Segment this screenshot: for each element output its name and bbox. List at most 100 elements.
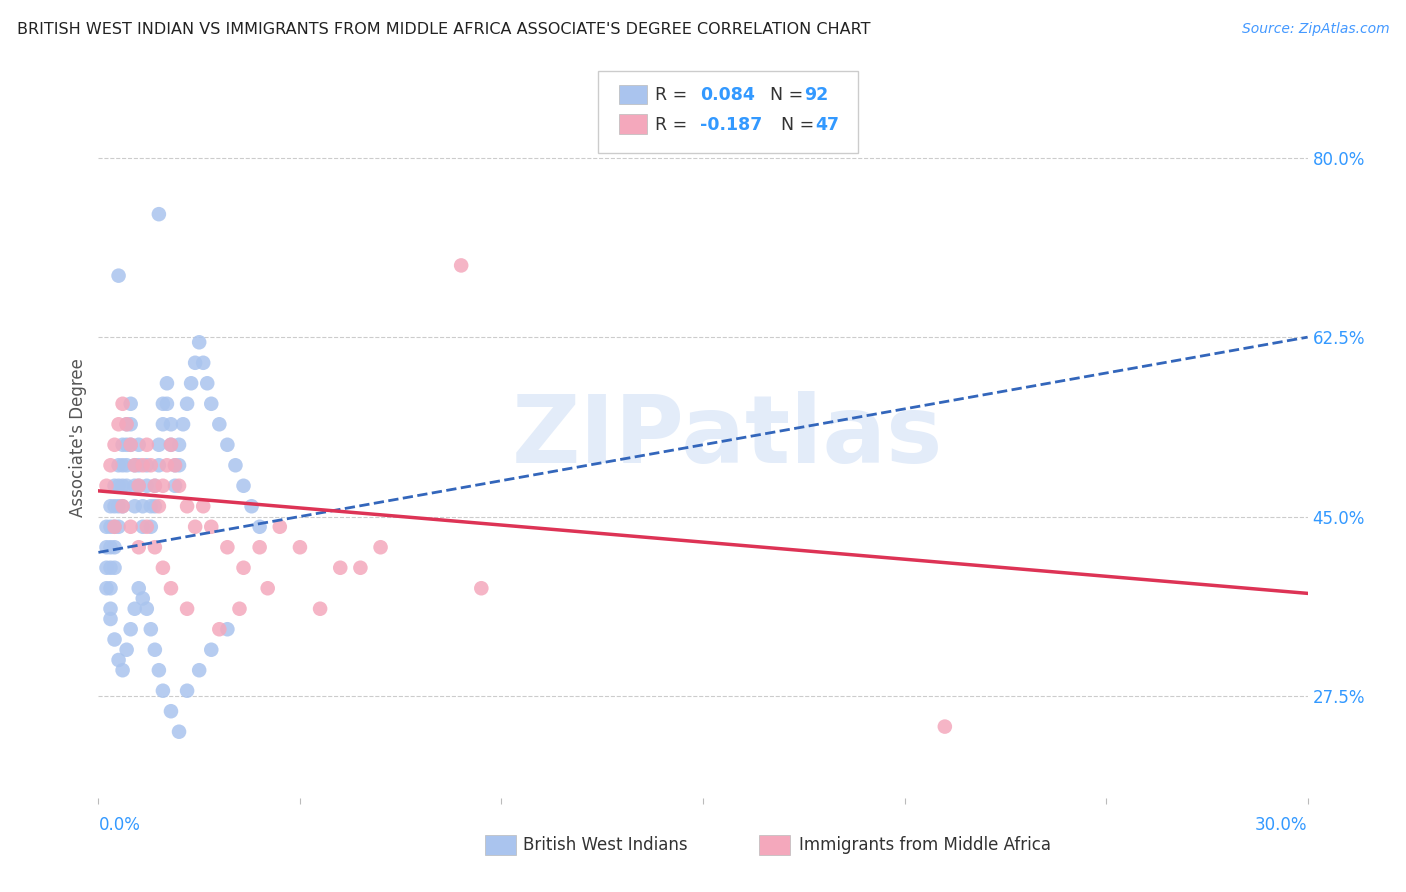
Point: [329, 560, 352, 574]
Point: [167, 724, 190, 739]
Point: [107, 268, 129, 283]
Point: [152, 397, 174, 411]
Point: [115, 417, 138, 432]
Text: Source: ZipAtlas.com: Source: ZipAtlas.com: [1241, 22, 1389, 37]
Text: N =: N =: [770, 116, 820, 134]
Point: [135, 438, 157, 452]
Point: [172, 417, 194, 432]
Text: -0.187: -0.187: [700, 116, 762, 134]
Point: [148, 500, 170, 514]
Point: [167, 438, 190, 452]
Point: [103, 520, 125, 534]
Point: [160, 704, 183, 718]
Point: [100, 541, 122, 555]
Point: [100, 612, 122, 626]
Point: [111, 479, 134, 493]
Point: [208, 622, 231, 636]
Point: [217, 438, 239, 452]
Point: [124, 458, 146, 473]
Point: [107, 500, 129, 514]
Point: [160, 417, 183, 432]
Point: [184, 356, 207, 370]
Point: [450, 259, 472, 273]
Y-axis label: Associate's Degree: Associate's Degree: [69, 358, 87, 516]
Point: [115, 438, 138, 452]
Point: [103, 560, 125, 574]
Point: [288, 541, 311, 555]
Point: [139, 500, 162, 514]
Text: R =: R =: [655, 87, 693, 104]
Point: [152, 560, 174, 574]
Text: 92: 92: [804, 87, 828, 104]
Point: [124, 601, 146, 615]
Text: 0.0%: 0.0%: [98, 816, 141, 834]
Point: [115, 458, 138, 473]
Point: [156, 376, 179, 391]
Point: [256, 581, 278, 595]
Point: [100, 601, 122, 615]
Point: [143, 479, 166, 493]
Point: [217, 541, 239, 555]
Point: [208, 417, 231, 432]
Point: [111, 438, 134, 452]
Point: [107, 458, 129, 473]
Text: 30.0%: 30.0%: [1256, 816, 1308, 834]
Text: Immigrants from Middle Africa: Immigrants from Middle Africa: [799, 836, 1050, 854]
Point: [135, 601, 157, 615]
Point: [160, 438, 183, 452]
Point: [139, 520, 162, 534]
Point: [111, 397, 134, 411]
Point: [143, 642, 166, 657]
Point: [100, 520, 122, 534]
Text: ZIPatlas: ZIPatlas: [512, 391, 943, 483]
Point: [103, 479, 125, 493]
Point: [132, 520, 155, 534]
Point: [128, 479, 150, 493]
Text: N =: N =: [759, 87, 808, 104]
Point: [167, 458, 190, 473]
Point: [167, 479, 190, 493]
Point: [103, 438, 125, 452]
Point: [224, 458, 246, 473]
Point: [96, 520, 118, 534]
Point: [193, 500, 215, 514]
Point: [128, 458, 150, 473]
Point: [139, 458, 162, 473]
Point: [200, 642, 222, 657]
Point: [143, 479, 166, 493]
Point: [124, 479, 146, 493]
Point: [135, 520, 157, 534]
Point: [120, 397, 142, 411]
Point: [195, 376, 218, 391]
Point: [128, 479, 150, 493]
Point: [176, 601, 198, 615]
Point: [143, 541, 166, 555]
Point: [156, 458, 179, 473]
Point: [120, 622, 142, 636]
Point: [120, 520, 142, 534]
Point: [269, 520, 291, 534]
Point: [107, 479, 129, 493]
Point: [163, 479, 186, 493]
Point: [309, 601, 332, 615]
Text: British West Indians: British West Indians: [523, 836, 688, 854]
Point: [184, 520, 207, 534]
Point: [96, 479, 118, 493]
Point: [132, 458, 155, 473]
Point: [232, 560, 254, 574]
Point: [124, 500, 146, 514]
Point: [180, 376, 202, 391]
Point: [124, 458, 146, 473]
Point: [103, 541, 125, 555]
Point: [111, 458, 134, 473]
Point: [103, 632, 125, 647]
Point: [107, 653, 129, 667]
Point: [156, 397, 179, 411]
Point: [103, 500, 125, 514]
Point: [135, 458, 157, 473]
Point: [135, 479, 157, 493]
Point: [193, 356, 215, 370]
Point: [163, 458, 186, 473]
Text: R =: R =: [655, 116, 693, 134]
Point: [115, 417, 138, 432]
